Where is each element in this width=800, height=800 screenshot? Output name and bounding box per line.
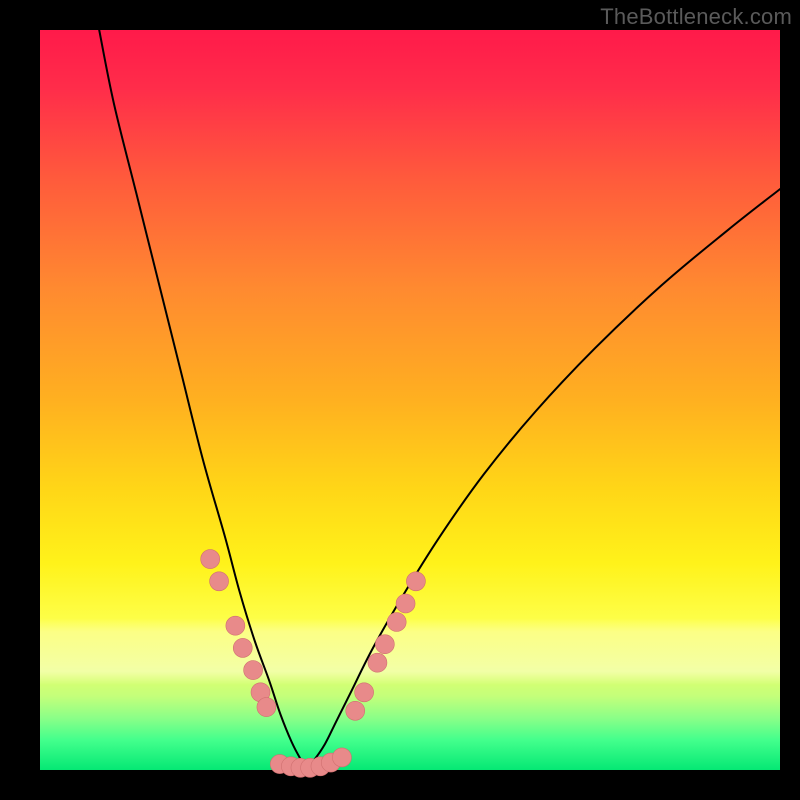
chart-stage: TheBottleneck.com [0, 0, 800, 800]
marker-right [368, 653, 387, 672]
pale-band [40, 618, 780, 685]
marker-right [355, 683, 374, 702]
marker-left [244, 661, 263, 680]
watermark-text: TheBottleneck.com [600, 4, 792, 30]
marker-right [387, 613, 406, 632]
marker-left [257, 698, 276, 717]
marker-left [201, 550, 220, 569]
marker-right [346, 701, 365, 720]
marker-right [396, 594, 415, 613]
marker-bottom [332, 748, 351, 767]
marker-right [375, 635, 394, 654]
marker-right [406, 572, 425, 591]
marker-left [210, 572, 229, 591]
chart-svg [0, 0, 800, 800]
marker-left [233, 638, 252, 657]
marker-left [226, 616, 245, 635]
